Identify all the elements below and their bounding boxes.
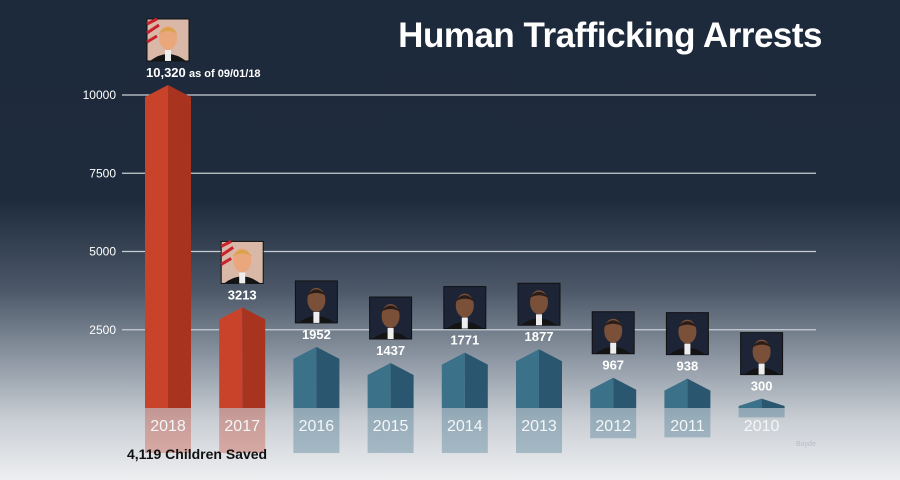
portrait-face — [307, 287, 326, 312]
x-tick-label: 2017 — [224, 418, 260, 435]
x-tick-label: 2016 — [299, 418, 335, 435]
portrait-face — [455, 293, 474, 318]
bar-reflection — [590, 408, 637, 439]
data-label-note: as of 09/01/18 — [189, 68, 261, 80]
bar-reflection — [367, 408, 414, 453]
data-label: 1771 — [450, 333, 479, 348]
portrait-hair — [158, 27, 178, 34]
bar-reflection — [516, 408, 562, 453]
portrait-face — [752, 339, 771, 364]
obama-portrait-icon — [591, 311, 635, 355]
bar-shade — [613, 377, 637, 408]
bar-shade — [464, 352, 488, 408]
bar-reflection — [738, 408, 785, 418]
bar-reflection — [145, 408, 191, 453]
bar — [293, 346, 317, 408]
x-tick-label: 2012 — [595, 418, 631, 435]
y-tick-label: 7500 — [89, 166, 116, 180]
portrait-collar — [536, 314, 542, 326]
bar-shade — [687, 378, 711, 408]
obama-portrait-icon — [665, 312, 709, 356]
bar-reflection — [293, 408, 340, 453]
bar — [590, 377, 614, 408]
obama-portrait-icon — [443, 286, 487, 330]
portrait-hair — [751, 341, 772, 348]
watermark: Boyde — [796, 441, 816, 448]
x-tick-label: 2015 — [373, 418, 409, 435]
y-tick-label: 5000 — [89, 245, 116, 259]
bar-shade — [539, 349, 562, 408]
portrait-face — [530, 290, 548, 315]
trump-portrait-icon — [146, 17, 190, 62]
data-label: 10,320 — [146, 65, 186, 80]
data-label: 1437 — [376, 343, 405, 358]
portrait-hair — [232, 249, 253, 257]
bar-shade — [168, 84, 191, 408]
bar — [664, 378, 688, 408]
portrait-collar — [165, 49, 171, 61]
bar-shade — [390, 363, 414, 408]
x-tick-label: 2011 — [670, 418, 705, 435]
bar-reflection — [441, 408, 488, 453]
bar — [738, 398, 762, 408]
chart-title: Human Trafficking Arrests — [398, 16, 822, 55]
x-tick-label: 2013 — [521, 418, 557, 435]
x-tick-label: 2014 — [447, 418, 483, 435]
portrait-hair — [603, 320, 624, 327]
portrait-face — [159, 25, 177, 50]
bar — [219, 307, 243, 408]
flag-stripes — [220, 240, 235, 266]
portrait-collar — [387, 328, 394, 340]
data-label: 938 — [677, 359, 699, 374]
bar-shade — [761, 398, 785, 408]
data-label: 3213 — [228, 287, 257, 302]
bar-shade — [242, 307, 266, 408]
children-saved-note: 4,119 Children Saved — [127, 446, 268, 462]
portrait-hair — [677, 321, 698, 328]
bar-reflection — [219, 408, 266, 453]
x-tick-label: 2018 — [150, 418, 186, 435]
bar — [441, 352, 465, 408]
bar-reflection — [664, 408, 711, 438]
data-label: 967 — [602, 358, 624, 373]
data-label: 1877 — [525, 329, 554, 344]
portrait-face — [381, 304, 400, 329]
portrait-hair — [529, 291, 549, 299]
data-label: 1952 — [302, 327, 331, 342]
obama-portrait-icon — [294, 280, 338, 324]
trump-portrait-icon — [220, 240, 264, 284]
y-tick-label: 10000 — [83, 88, 117, 102]
portrait-face — [678, 319, 697, 344]
portrait-hair — [380, 305, 401, 313]
bar — [367, 363, 391, 408]
portrait-collar — [313, 311, 320, 323]
portrait-collar — [239, 272, 246, 284]
y-tick-label: 2500 — [89, 323, 116, 337]
portrait-hair — [306, 289, 327, 296]
portrait-hair — [454, 295, 475, 302]
obama-portrait-icon — [517, 282, 561, 326]
x-tick-label: 2010 — [744, 418, 780, 435]
obama-portrait-icon — [740, 332, 784, 376]
portrait-collar — [610, 342, 617, 354]
portrait-face — [604, 318, 623, 343]
flag-stripes — [146, 17, 160, 44]
portrait-collar — [461, 317, 468, 329]
data-label: 300 — [751, 379, 773, 394]
portrait-collar — [684, 343, 691, 355]
bar — [516, 349, 539, 408]
portrait-collar — [758, 363, 765, 375]
bar-shade — [316, 346, 340, 408]
bar — [145, 84, 168, 408]
obama-portrait-icon — [369, 296, 413, 340]
portrait-face — [233, 248, 252, 273]
